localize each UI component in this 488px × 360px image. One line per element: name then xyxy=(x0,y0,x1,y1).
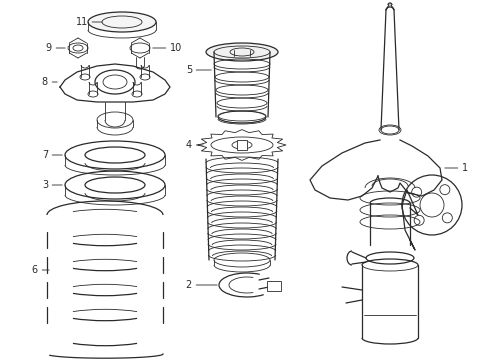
Ellipse shape xyxy=(88,12,156,32)
Text: 3: 3 xyxy=(42,180,62,190)
Text: 4: 4 xyxy=(185,140,203,150)
Text: 10: 10 xyxy=(152,43,182,53)
Bar xyxy=(237,140,246,150)
Text: 11: 11 xyxy=(76,17,102,27)
Text: 1: 1 xyxy=(444,163,467,173)
Bar xyxy=(266,281,281,291)
Text: 7: 7 xyxy=(41,150,62,160)
Text: 9: 9 xyxy=(46,43,65,53)
Ellipse shape xyxy=(205,43,278,61)
Text: 5: 5 xyxy=(185,65,211,75)
Text: 2: 2 xyxy=(185,280,217,290)
Text: 8: 8 xyxy=(42,77,57,87)
Text: 6: 6 xyxy=(32,265,49,275)
